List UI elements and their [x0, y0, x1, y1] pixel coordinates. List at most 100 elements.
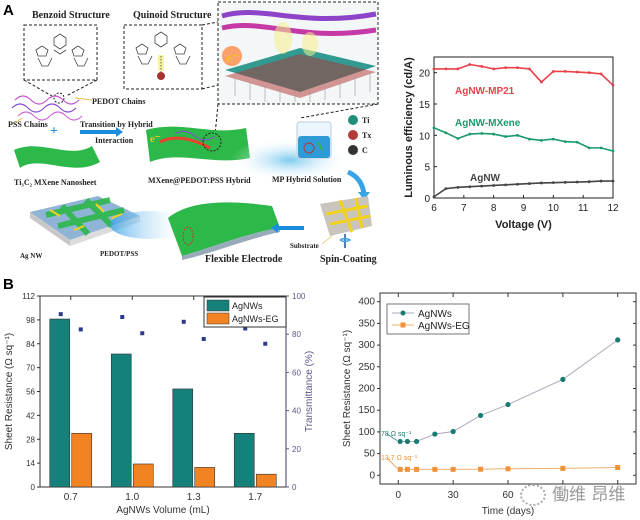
data-point [599, 146, 603, 150]
data-point [444, 67, 448, 71]
data-point [551, 181, 555, 185]
mxene-pedot-hybrid: e⁻ [146, 126, 250, 162]
data-point [611, 83, 615, 87]
y2-tick-label: 20 [292, 445, 301, 454]
x-tick-label: 10 [548, 203, 560, 214]
data-point-agnws [505, 401, 511, 408]
mxene-nanosheet [14, 146, 100, 168]
series-label-agnw-mp21: AgNW-MP21 [455, 86, 515, 97]
series-line-agnws [400, 339, 619, 442]
y-tick-label: 150 [358, 405, 375, 416]
x-tick-label: 6 [431, 203, 437, 214]
legend-marker-agnws-eg [400, 322, 406, 328]
substrate-label: Substrate [290, 242, 319, 250]
bar-agnws-eg [194, 467, 216, 488]
agnw-label: Ag NW [20, 252, 42, 260]
data-point [516, 182, 519, 186]
wechat-icon [520, 484, 546, 506]
transmittance-point [201, 336, 206, 341]
y-tick-label: 0 [424, 194, 430, 205]
y-tick-label: 56 [26, 388, 35, 397]
data-point-agnws [477, 412, 484, 419]
data-point [599, 179, 603, 183]
data-point [480, 184, 484, 188]
x-tick-label: 1.0 [125, 492, 139, 503]
data-point [563, 140, 567, 144]
data-point [492, 132, 496, 136]
y-axis-label: Sheet Resistance (Ω sq⁻¹) [342, 330, 353, 447]
transmittance-point [140, 331, 145, 336]
x-tick-label: 0 [396, 490, 402, 501]
flexible-electrode [168, 202, 280, 260]
y-tick-label: 14 [26, 459, 35, 468]
nanosheet-label: Ti₃C₂ MXene Nanosheet [14, 178, 97, 187]
x-axis-label: Voltage (V) [495, 219, 552, 231]
solution-label: MP Hybrid Solution [272, 175, 342, 184]
data-point-agnws [450, 428, 456, 435]
y2-tick-label: 40 [292, 407, 301, 416]
plus-icon: + [50, 124, 58, 139]
hybrid-solution-beaker [230, 121, 350, 182]
legend-ti: Ti [362, 116, 370, 125]
x-tick-label: 1.3 [187, 492, 201, 503]
flexible-label: Flexible Electrode [205, 254, 283, 265]
legend-label-agnws: AgNWs [418, 309, 452, 320]
watermark: 働维 昂维 [520, 480, 640, 506]
y-tick-label: 70 [26, 364, 35, 373]
data-point [575, 70, 579, 74]
pedotpss-label: PEDOT/PSS [100, 250, 138, 258]
legend-tx: Tx [362, 131, 371, 140]
bar-agnws [233, 432, 255, 488]
arrow-left-icon [278, 226, 304, 230]
data-point [551, 137, 555, 141]
c-atom-icon [348, 145, 358, 155]
y-axis-label: Luminous efficiency (cd/A) [403, 57, 415, 198]
electron-label-2: e⁻ [150, 133, 161, 145]
data-point [468, 185, 472, 189]
data-point-agnws-eg [450, 466, 456, 472]
transition-label-1: Transition by Hybrid [80, 120, 153, 129]
legend-label-agnws-eg: AgNWs-EG [232, 314, 279, 324]
data-point-agnws [413, 438, 420, 445]
legend-c: C [362, 146, 368, 155]
x-tick-label: 30 [448, 490, 460, 501]
y-tick-label: 50 [364, 449, 376, 460]
legend-marker-agnws [400, 310, 406, 316]
data-point [551, 70, 555, 73]
data-point-agnws-eg [397, 466, 403, 472]
data-point-agnws-eg [615, 465, 621, 471]
x-tick-label: 7 [461, 203, 467, 214]
tx-atom-icon [348, 130, 358, 140]
luminous-efficiency-chart: 6 7 8 9 10 11 12 0 5 10 15 20 Voltage (V) Luminous ef… [403, 56, 619, 231]
data-point [432, 126, 436, 130]
transmittance-point [120, 315, 125, 320]
data-point [587, 180, 591, 184]
data-point [575, 140, 579, 144]
y-tick-label: 15 [419, 100, 431, 111]
bar-agnws-eg [71, 432, 93, 488]
annotation-agnws: 78 Ω sq⁻¹ [381, 431, 412, 438]
data-point [528, 137, 531, 141]
x-tick-label: 9 [521, 203, 527, 214]
watermark-text: 働维 昂维 [552, 485, 626, 505]
data-point [468, 63, 472, 66]
legend-swatch-agnws-eg [206, 312, 230, 325]
ti-atom-icon [348, 115, 358, 125]
y-tick-label: 400 [358, 297, 375, 308]
y2-tick-label: 100 [292, 292, 306, 301]
y-tick-label: 5 [424, 163, 430, 174]
data-point [599, 72, 603, 76]
data-point [456, 185, 460, 189]
legend-label-agnws: AgNWs [232, 301, 263, 311]
y-tick-label: 42 [26, 411, 35, 420]
y-tick-label: 84 [26, 340, 35, 349]
data-point [480, 65, 484, 68]
data-point [504, 135, 507, 138]
series-label-agnw: AgNW [470, 173, 501, 184]
data-point-agnws [432, 431, 438, 437]
mxene-3d-structure: e⁻ [201, 1, 379, 136]
data-point [456, 137, 460, 140]
bar-agnws-eg [255, 473, 277, 488]
